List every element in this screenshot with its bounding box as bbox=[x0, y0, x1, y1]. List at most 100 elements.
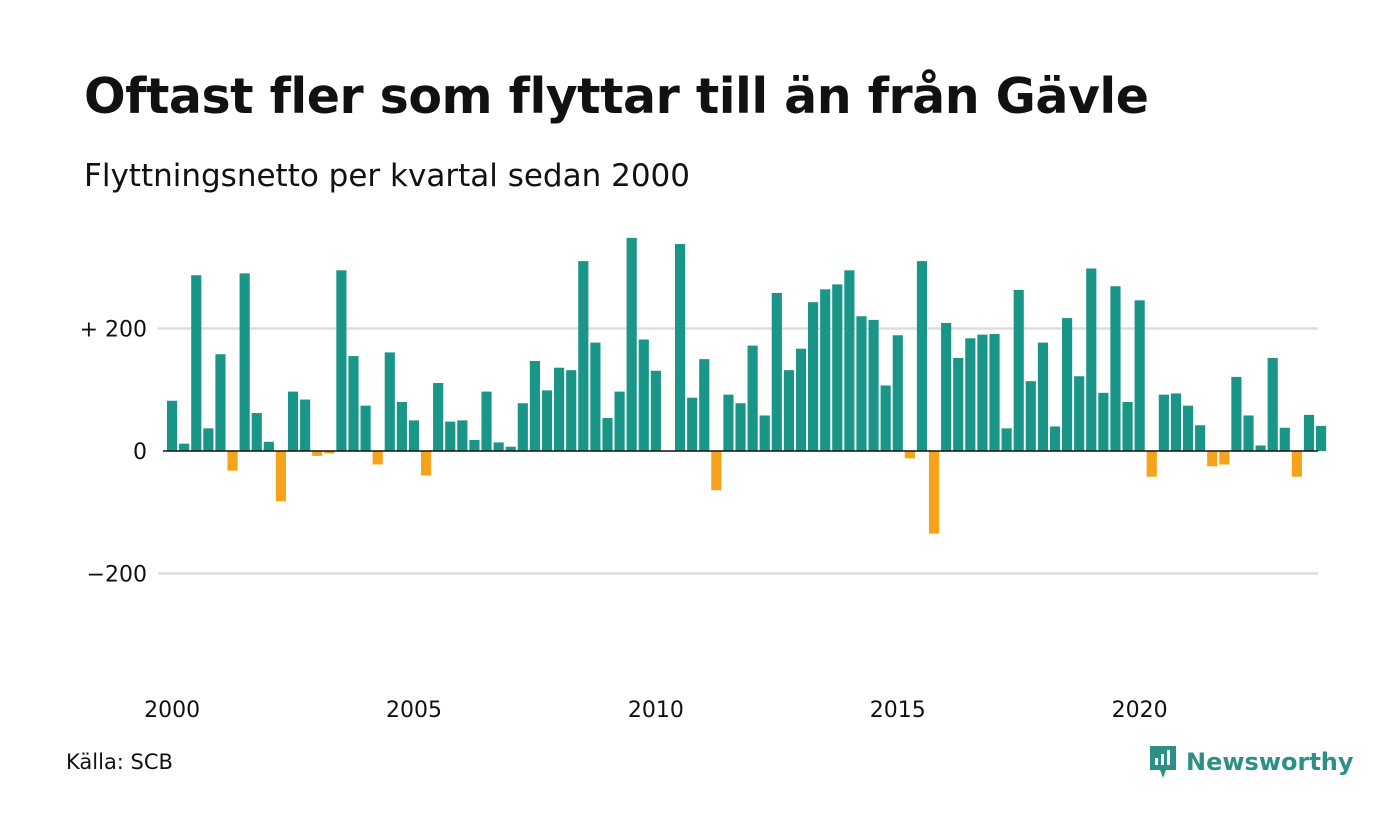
bar bbox=[1122, 402, 1133, 451]
bar bbox=[505, 446, 516, 451]
bar bbox=[1110, 286, 1121, 451]
bar bbox=[203, 428, 214, 451]
bar bbox=[348, 356, 359, 451]
bar bbox=[953, 357, 964, 451]
bar bbox=[529, 360, 541, 451]
bar bbox=[844, 270, 855, 451]
bar bbox=[408, 420, 420, 451]
bar bbox=[1182, 405, 1194, 451]
bar bbox=[179, 443, 190, 451]
bar bbox=[457, 420, 468, 451]
bar bbox=[554, 367, 565, 451]
bar bbox=[614, 391, 625, 451]
bar bbox=[820, 289, 831, 451]
bar bbox=[1001, 428, 1012, 451]
bar bbox=[747, 345, 758, 451]
grid-layer bbox=[158, 327, 1318, 575]
bar bbox=[372, 451, 383, 465]
x-tick-label: 2005 bbox=[386, 698, 442, 723]
bar bbox=[1316, 425, 1327, 451]
bar bbox=[287, 391, 299, 451]
bar-chart: + 200 0 −200 2000 2005 2010 2015 2020 bbox=[80, 237, 1327, 723]
bar bbox=[300, 399, 311, 451]
bar bbox=[433, 383, 444, 451]
x-tick-label: 2000 bbox=[144, 698, 200, 723]
bar bbox=[1170, 393, 1182, 451]
bar bbox=[965, 338, 976, 451]
bar bbox=[892, 335, 903, 451]
bar bbox=[1243, 415, 1254, 451]
bar bbox=[312, 451, 323, 456]
bar bbox=[687, 397, 698, 451]
bar bbox=[928, 451, 940, 534]
bar bbox=[263, 441, 274, 451]
bar bbox=[916, 261, 928, 451]
bar bbox=[1025, 381, 1036, 451]
bar bbox=[977, 334, 988, 451]
bar bbox=[493, 442, 504, 451]
bar bbox=[941, 322, 952, 451]
newsworthy-logo[interactable]: Newsworthy bbox=[1148, 744, 1354, 780]
bar bbox=[1207, 451, 1218, 467]
bar bbox=[336, 270, 347, 451]
x-tick-label: 2010 bbox=[628, 698, 684, 723]
bar bbox=[808, 302, 819, 451]
bar bbox=[880, 385, 891, 451]
bar bbox=[1134, 300, 1145, 451]
bar bbox=[517, 403, 528, 451]
bar bbox=[650, 370, 661, 451]
axis-layer: + 200 0 −200 2000 2005 2010 2015 2020 bbox=[80, 318, 1318, 723]
bar bbox=[251, 413, 262, 451]
bar bbox=[1098, 392, 1109, 451]
bar bbox=[1279, 427, 1290, 451]
chart-subtitle: Flyttningsnetto per kvartal sedan 2000 bbox=[84, 158, 690, 194]
bar bbox=[1074, 376, 1085, 451]
bar bbox=[674, 243, 686, 451]
bar bbox=[1037, 342, 1048, 451]
bar bbox=[602, 417, 613, 451]
bar bbox=[1195, 425, 1206, 451]
source-label: Källa: SCB bbox=[66, 750, 173, 774]
x-tick-label: 2020 bbox=[1112, 698, 1168, 723]
bar bbox=[735, 403, 746, 451]
y-tick-label: −200 bbox=[87, 563, 147, 588]
y-tick-label: 0 bbox=[133, 440, 147, 465]
bar bbox=[1146, 451, 1157, 477]
newsworthy-brand-name: Newsworthy bbox=[1186, 748, 1354, 776]
bar bbox=[541, 390, 553, 451]
bar bbox=[759, 415, 770, 451]
bar bbox=[1049, 426, 1061, 451]
bar bbox=[1267, 357, 1278, 451]
bar bbox=[904, 451, 915, 459]
bar bbox=[723, 394, 734, 451]
bar bbox=[1231, 376, 1242, 451]
bar bbox=[795, 348, 807, 451]
bar bbox=[167, 400, 178, 451]
bar bbox=[989, 334, 1000, 451]
bar bbox=[1255, 445, 1266, 451]
bar bbox=[384, 352, 395, 451]
bar bbox=[699, 359, 710, 451]
bar bbox=[324, 451, 335, 454]
chart-title: Oftast fler som flyttar till än från Gäv… bbox=[84, 68, 1149, 125]
bar bbox=[638, 339, 649, 451]
bar bbox=[360, 405, 371, 451]
newsworthy-logo-icon bbox=[1150, 746, 1176, 778]
bar bbox=[215, 354, 226, 451]
y-tick-label: + 200 bbox=[80, 318, 147, 343]
bar bbox=[239, 273, 250, 451]
bar bbox=[856, 316, 867, 451]
bar bbox=[832, 284, 843, 451]
bar bbox=[469, 439, 480, 451]
bar bbox=[1086, 268, 1097, 451]
bar bbox=[420, 451, 432, 476]
bar bbox=[578, 261, 589, 451]
bar bbox=[1062, 318, 1073, 451]
bar bbox=[1219, 451, 1230, 465]
bar bbox=[711, 451, 722, 491]
bar bbox=[191, 275, 202, 451]
bar bbox=[1013, 289, 1024, 451]
bar bbox=[1291, 451, 1302, 477]
bar-layer bbox=[167, 237, 1327, 534]
bar bbox=[868, 319, 879, 451]
